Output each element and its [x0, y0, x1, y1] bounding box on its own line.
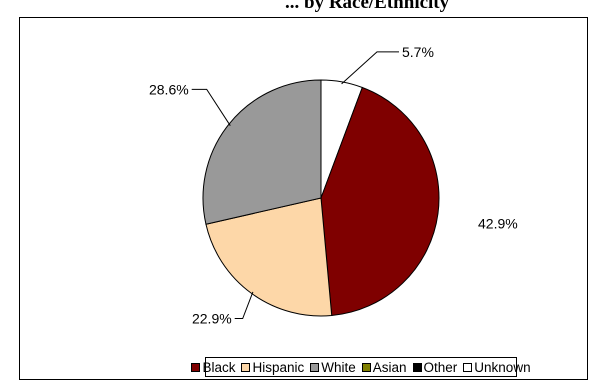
pie-slice-hispanic	[205, 197, 333, 317]
pie-slice-black	[320, 86, 440, 317]
leader-line-unknown	[341, 51, 399, 85]
chart-title: ... by Race/Ethnicity	[285, 0, 450, 13]
title-strip: ... by Race/Ethnicity	[0, 0, 607, 16]
chart-border	[19, 17, 588, 380]
legend-label-other: Other	[423, 359, 458, 375]
pie-slice-white	[202, 79, 322, 225]
leader-line-white	[191, 88, 231, 126]
legend-label-white: White	[321, 359, 356, 375]
legend-item-asian: Asian	[361, 359, 407, 375]
legend: Black Hispanic White Asian Other Unknown	[191, 357, 531, 377]
legend-swatch-hispanic	[241, 362, 251, 372]
legend-item-black: Black	[191, 360, 235, 375]
legend-swatch-unknown	[463, 362, 473, 372]
legend-label-asian: Asian	[372, 359, 407, 375]
legend-label-black: Black	[202, 359, 236, 375]
legend-swatch-other	[412, 362, 422, 372]
legend-item-unknown: Unknown	[463, 359, 531, 375]
legend-item-white: White	[310, 360, 356, 375]
legend-swatch-white	[310, 362, 320, 372]
legend-item-other: Other	[412, 359, 458, 375]
legend-label-unknown: Unknown	[474, 359, 531, 375]
data-label-unknown: 5.7%	[402, 44, 434, 60]
data-label-black: 42.9%	[478, 216, 518, 232]
data-label-hispanic: 22.9%	[192, 311, 232, 327]
legend-label-hispanic: Hispanic	[252, 359, 305, 375]
legend-swatch-asian	[361, 362, 371, 372]
legend-item-hispanic: Hispanic	[241, 360, 304, 375]
leader-line-hispanic	[234, 291, 254, 319]
legend-swatch-black	[191, 362, 201, 372]
data-label-white: 28.6%	[149, 81, 189, 97]
